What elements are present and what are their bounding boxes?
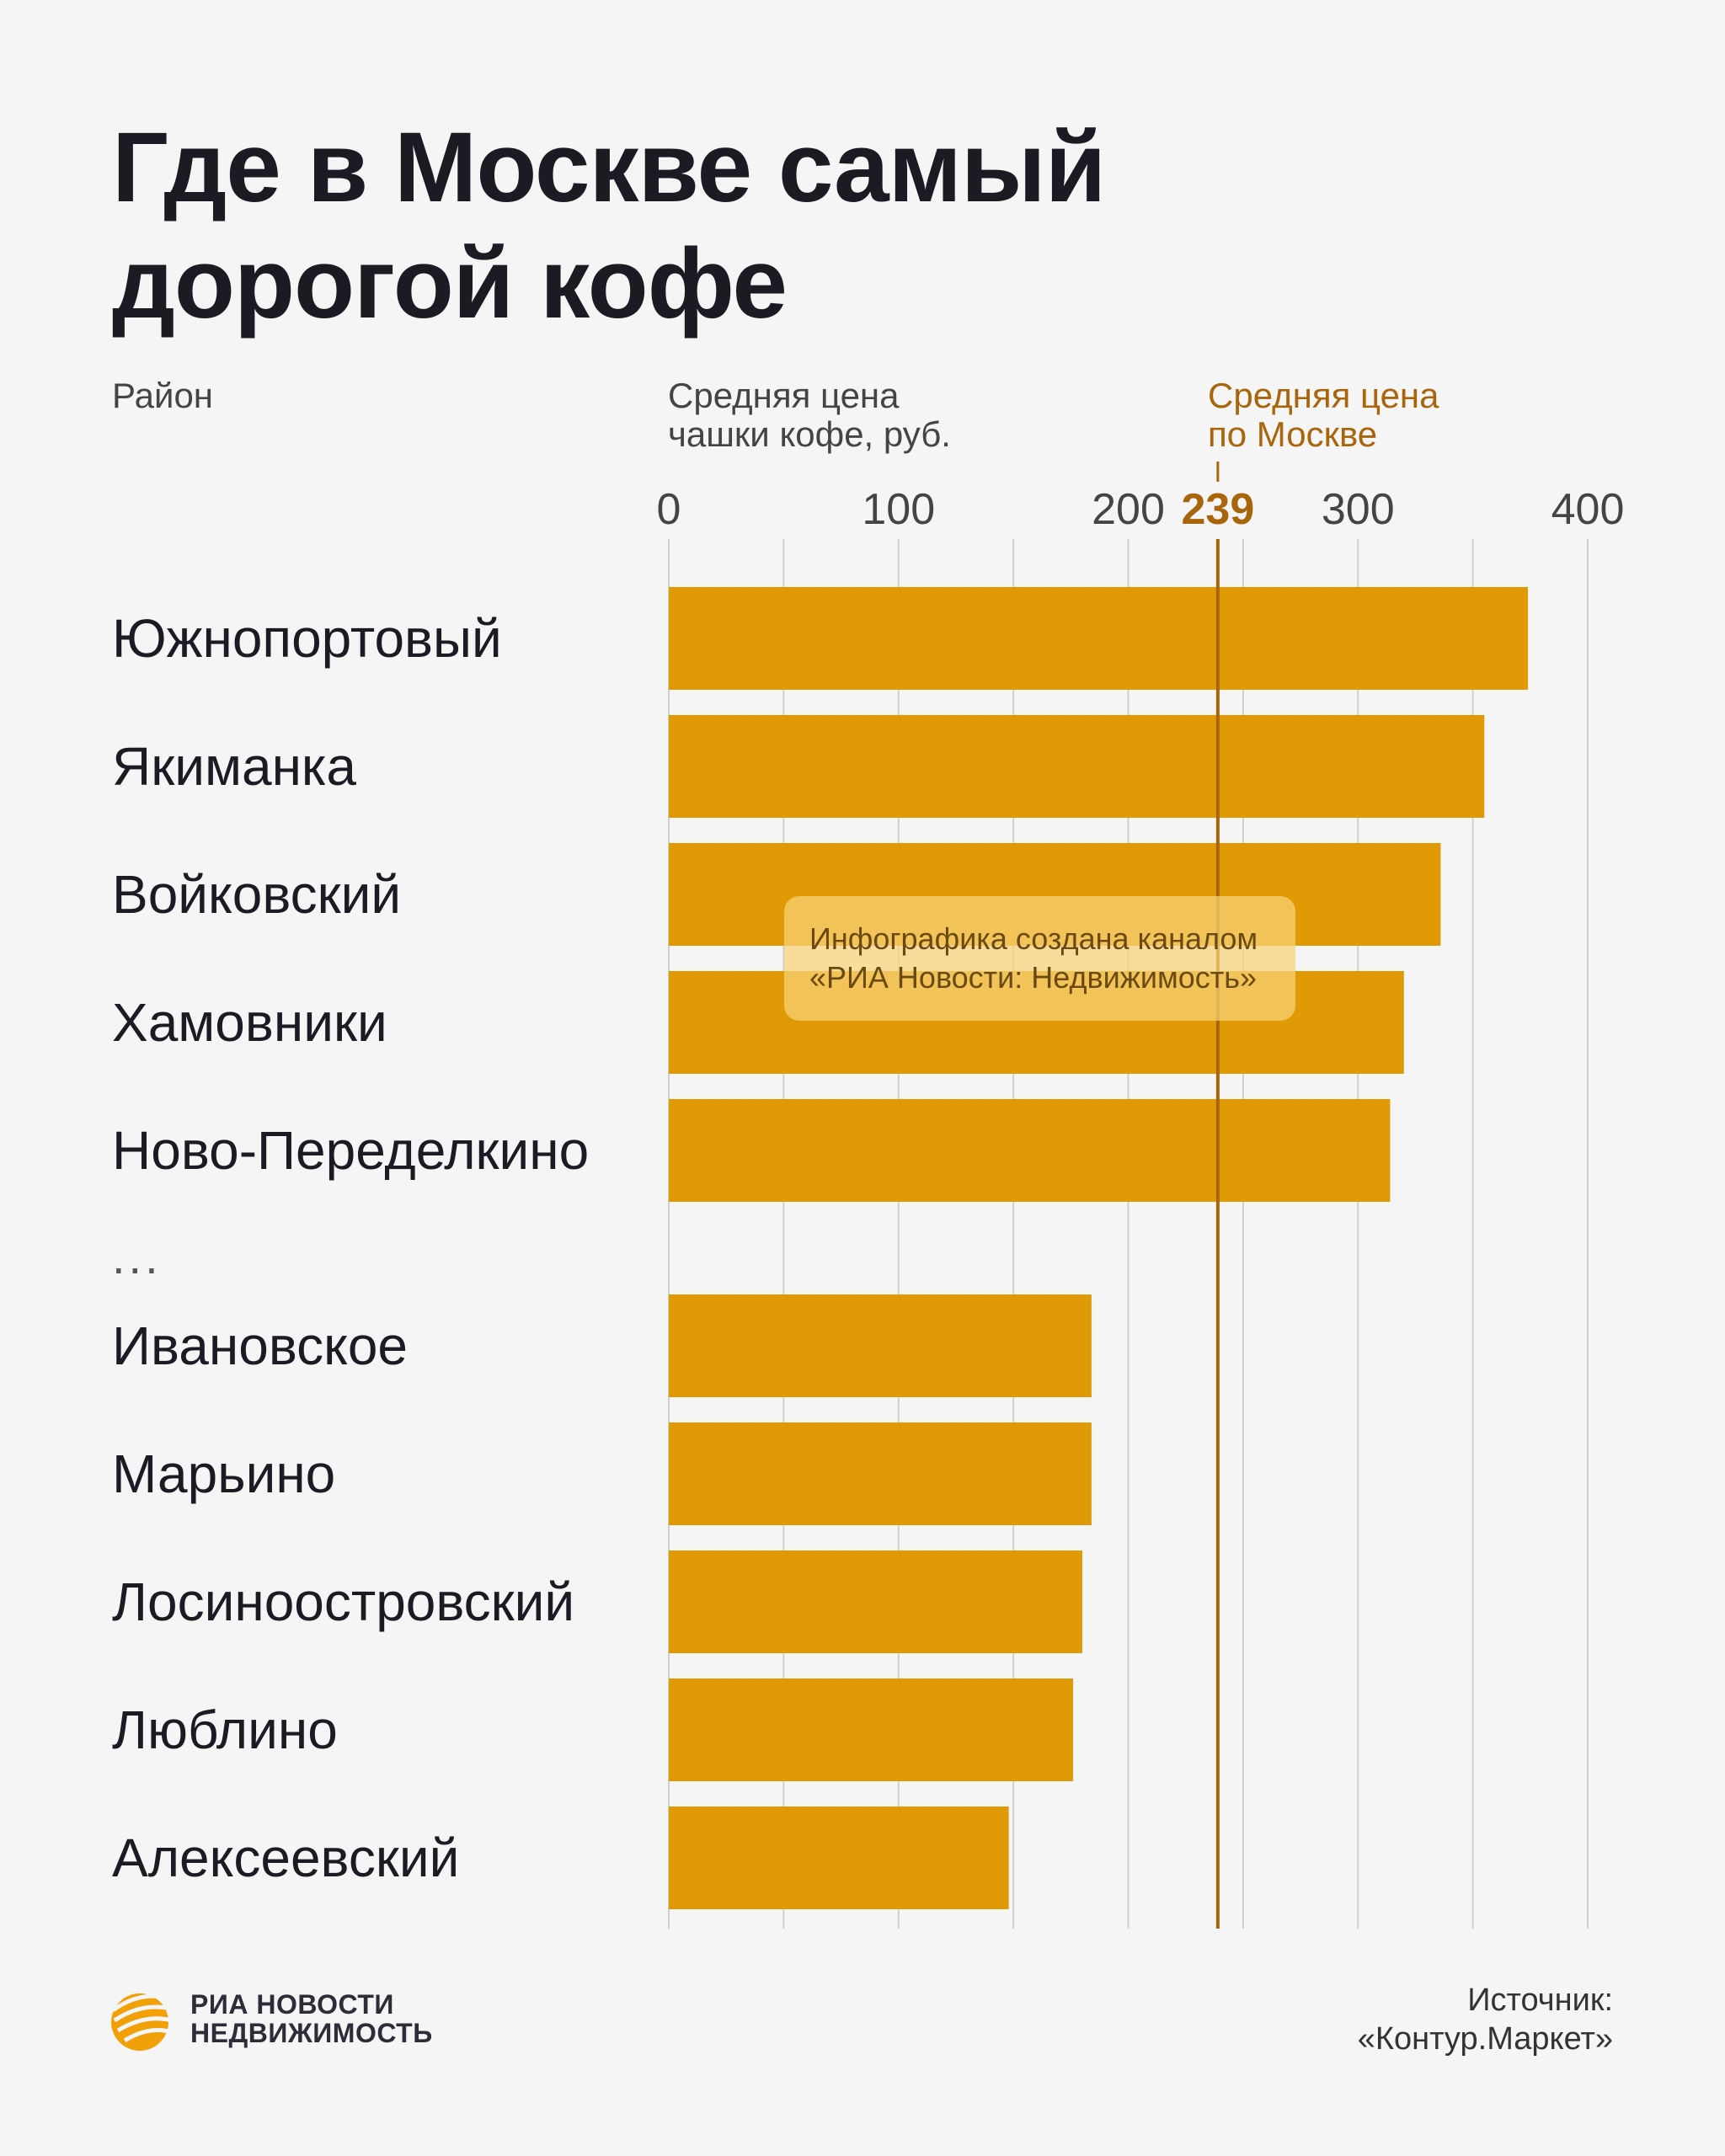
rows-omitted-ellipsis: ... — [112, 1230, 162, 1283]
bar — [669, 1294, 1092, 1397]
category-label: Марьино — [112, 1444, 335, 1504]
source-line-1: Источник: — [1467, 1983, 1613, 2018]
bar — [669, 1550, 1082, 1653]
moscow-average-header-line-2: по Москве — [1208, 414, 1378, 454]
district-header-label: Район — [112, 376, 213, 415]
x-tick-label: 0 — [657, 485, 681, 534]
price-header-line-1: Средняя цена — [668, 376, 900, 415]
logo-line-2: НЕДВИЖИМОСТЬ — [190, 2018, 433, 2048]
title-line-2: дорогой кофе — [112, 228, 788, 339]
bar — [669, 1422, 1092, 1525]
average-value-label: 239 — [1181, 485, 1254, 534]
bar — [669, 1806, 1009, 1909]
category-label: Ново-Переделкино — [112, 1120, 589, 1181]
ria-novosti-logo: РИА НОВОСТИ НЕДВИЖИМОСТЬ — [109, 1985, 514, 2052]
chart-title: Где в Москве самый дорогой кофе — [112, 109, 1375, 342]
category-label: Ивановское — [112, 1315, 408, 1376]
logo-line-1: РИА НОВОСТИ — [190, 1989, 394, 2020]
category-label: Лосиноостровский — [112, 1572, 574, 1632]
district-header: Район — [112, 376, 213, 415]
bar — [669, 1678, 1074, 1781]
source-line-2: «Контур.Маркет» — [1357, 2021, 1613, 2057]
watermark-line-1: Инфографика создана каналом — [809, 921, 1258, 956]
channel-watermark: Инфографика создана каналом «РИА Новости… — [784, 896, 1295, 1021]
moscow-average-header: Средняя цена по Москве — [1208, 376, 1439, 454]
price-header: Средняя цена чашки кофе, руб. — [668, 376, 951, 454]
x-tick-label: 200 — [1092, 485, 1165, 534]
logo-wordmark: РИА НОВОСТИ НЕДВИЖИМОСТЬ — [190, 1990, 433, 2047]
category-label: Люблино — [112, 1700, 338, 1760]
bar — [669, 587, 1529, 690]
category-label: Южнопортовый — [112, 608, 502, 669]
x-tick-label: 400 — [1551, 485, 1625, 534]
x-tick-label: 300 — [1322, 485, 1395, 534]
category-label: Хамовники — [112, 992, 387, 1053]
watermark-line-2: «РИА Новости: Недвижимость» — [809, 960, 1257, 995]
category-label: Войковский — [112, 864, 401, 925]
title-line-1: Где в Москве самый — [112, 112, 1106, 223]
category-label: Якиманка — [112, 736, 356, 797]
x-tick-label: 100 — [862, 485, 935, 534]
category-label: Алексеевский — [112, 1828, 459, 1888]
price-header-line-2: чашки кофе, руб. — [668, 414, 951, 454]
source-note: Источник: «Контур.Маркет» — [1358, 1981, 1613, 2058]
logo-sun-icon — [111, 1993, 178, 2051]
bar — [669, 715, 1485, 818]
bar — [669, 1099, 1391, 1202]
moscow-average-header-line-1: Средняя цена — [1208, 376, 1439, 415]
